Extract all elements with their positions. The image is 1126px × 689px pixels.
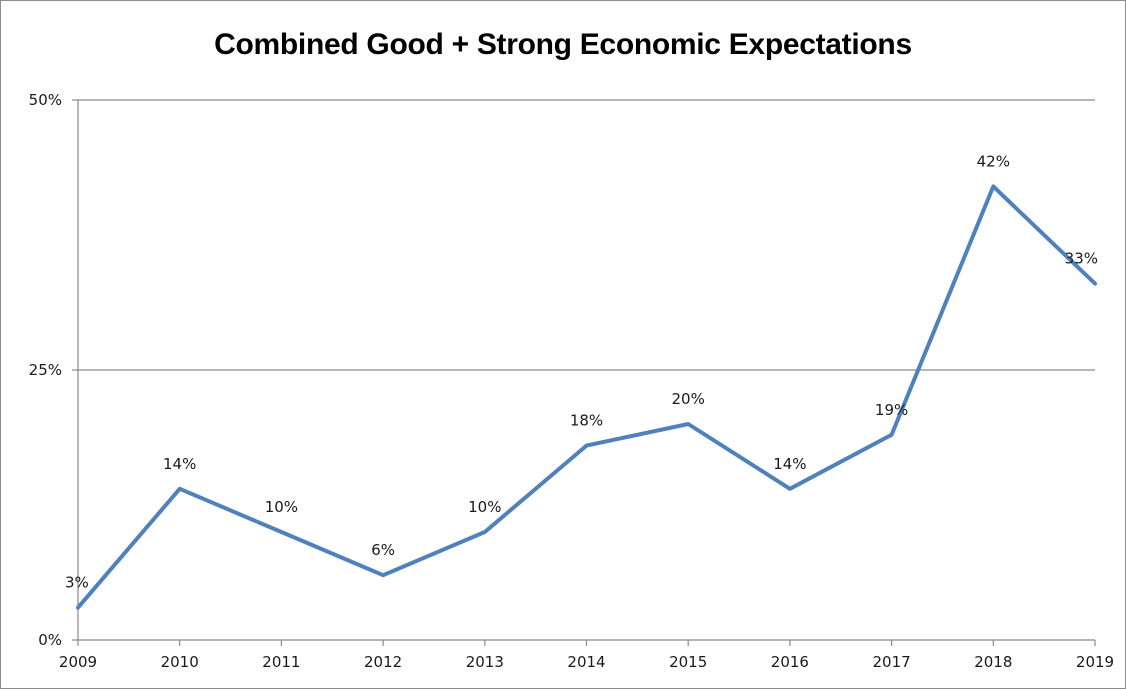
x-tick-labels: 2009 2010 2011 2012 2013 2014 2015 2016 2017 2018… [59, 653, 1114, 671]
data-label: 20% [672, 390, 705, 408]
series-lines [76, 184, 1097, 610]
data-label: 19% [875, 401, 908, 419]
x-tick-label: 2015 [669, 653, 707, 671]
y-tick-label: 50% [29, 91, 62, 109]
x-tick-label: 2010 [161, 653, 199, 671]
x-tick-label: 2016 [771, 653, 809, 671]
y-tick-label: 0% [38, 631, 62, 649]
data-label: 6% [371, 541, 395, 559]
gridlines [78, 99, 1095, 371]
x-tick-label: 2018 [974, 653, 1012, 671]
data-labels: 3% 14% 10% 6% 10% 18% 20% 14% 19% 42% 33% [65, 152, 1098, 591]
x-tick-label: 2012 [364, 653, 402, 671]
y-tick-labels: 0% 25% 50% [29, 91, 62, 649]
y-tick-label: 25% [29, 361, 62, 379]
axes [72, 99, 1096, 646]
data-label: 3% [65, 574, 89, 592]
data-label: 14% [773, 455, 806, 473]
x-tick-label: 2017 [873, 653, 911, 671]
data-label: 42% [977, 152, 1010, 170]
data-label: 18% [570, 412, 603, 430]
x-tick-label: 2019 [1076, 653, 1114, 671]
x-tick-label: 2011 [262, 653, 300, 671]
data-label: 10% [265, 498, 298, 516]
data-label: 33% [1065, 250, 1098, 268]
x-tick-label: 2014 [567, 653, 605, 671]
data-label: 14% [163, 455, 196, 473]
x-tick-label: 2013 [466, 653, 504, 671]
chart-title: Combined Good + Strong Economic Expectat… [214, 28, 912, 61]
x-tick-label: 2009 [59, 653, 97, 671]
data-label: 10% [468, 498, 501, 516]
series-line [76, 184, 1097, 610]
